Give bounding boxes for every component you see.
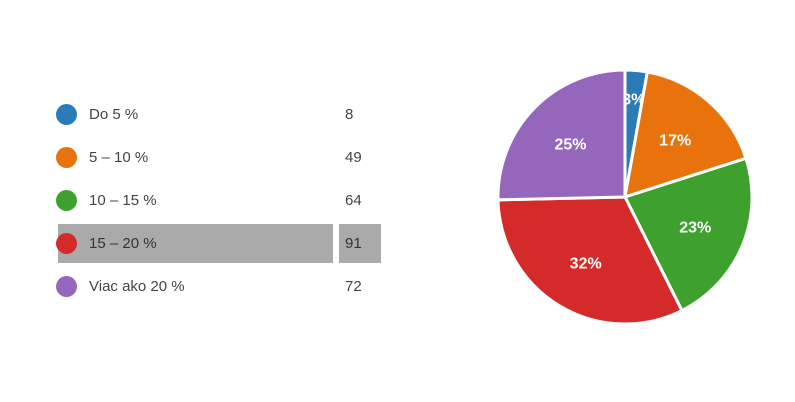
legend-label: 5 – 10 %	[89, 149, 149, 166]
pie-slice-label-2: 23%	[679, 220, 711, 237]
legend-item-10-15[interactable]: 10 – 15 % 64	[56, 179, 386, 222]
pie-chart: 3% 17% 23% 32% 25%	[496, 68, 754, 326]
legend-highlight	[58, 224, 333, 263]
legend-count: 64	[345, 192, 362, 209]
legend-swatch-icon	[56, 147, 77, 168]
legend-swatch-icon	[56, 190, 77, 211]
legend-label: Do 5 %	[89, 106, 139, 123]
legend-count: 49	[345, 149, 362, 166]
pie-slice-label-3: 32%	[570, 255, 602, 272]
legend-item-5-10[interactable]: 5 – 10 % 49	[56, 136, 386, 179]
pie-slice-label-1: 17%	[659, 133, 691, 150]
pie-slice-2[interactable]	[622, 156, 754, 313]
pie-slice-1[interactable]	[623, 70, 748, 200]
legend-label: 15 – 20 %	[89, 235, 157, 252]
legend-label: Viac ako 20 %	[89, 278, 185, 295]
pie-slice-label-4: 25%	[555, 137, 587, 154]
legend-count: 72	[345, 278, 362, 295]
chart-legend: Do 5 % 8 5 – 10 % 49 10 – 15 % 64 15 – 2…	[56, 93, 386, 308]
legend-swatch-icon	[56, 233, 77, 254]
legend-count: 91	[345, 235, 362, 252]
legend-item-do-5[interactable]: Do 5 % 8	[56, 93, 386, 136]
legend-count: 8	[345, 106, 354, 123]
legend-item-viac-ako-20[interactable]: Viac ako 20 % 72	[56, 265, 386, 308]
legend-label: 10 – 15 %	[89, 192, 157, 209]
legend-highlight	[339, 224, 381, 263]
legend-swatch-icon	[56, 104, 77, 125]
pie-slice-4[interactable]	[496, 68, 627, 202]
legend-item-15-20[interactable]: 15 – 20 % 91	[56, 222, 386, 265]
legend-swatch-icon	[56, 276, 77, 297]
pie-slice-label-0: 3%	[622, 91, 645, 108]
pie-slice-3[interactable]	[496, 195, 684, 326]
